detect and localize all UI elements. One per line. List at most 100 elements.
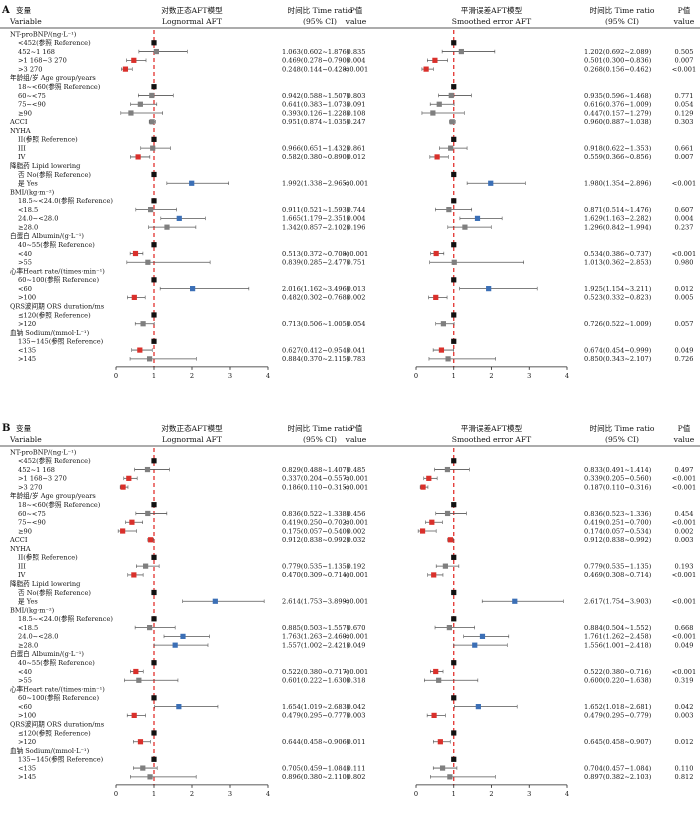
estimate-point [143,563,149,569]
row-label: 是 Yes [18,598,38,606]
p-value: <0.001 [344,571,368,579]
row-label: ≤120(参照 Reference) [18,310,91,319]
reference-point [451,660,457,666]
estimate-point [447,537,454,543]
row-label: 452~1 168 [18,48,55,56]
time-ratio-value: 0.918(0.622~1.353) [584,144,652,152]
row-label: 135~145(参照 Reference) [18,337,104,346]
time-ratio-value: 1.013(0.362~2.853) [584,259,652,267]
p-value: 0.670 [347,624,366,632]
col-header-model-en: Smoothed error AFT [452,17,531,26]
row-label: >55 [18,677,32,685]
estimate-point [131,57,137,63]
p-value: 0.041 [347,346,366,354]
row-label: 18~<60(参照 Reference) [18,500,101,509]
row-label: II(参照 Reference) [18,553,78,562]
time-ratio-value: 0.951(0.874~1.035) [282,118,350,126]
reference-point [451,277,457,283]
reference-point [451,554,457,560]
reference-point [151,589,157,596]
estimate-point [148,207,154,213]
row-label: 18~<60(参照 Reference) [18,82,101,91]
row-label: >100 [18,294,36,302]
time-ratio-value: 0.419(0.251~0.700) [584,519,652,527]
estimate-point [135,154,141,160]
p-value: 0.054 [347,320,366,328]
p-value: <0.001 [672,65,696,73]
estimate-point [189,180,195,186]
reference-point [151,136,157,142]
estimate-point [148,537,154,543]
time-ratio-value: 0.522(0.380~0.716) [584,668,652,676]
p-value: <0.001 [344,668,368,676]
p-value: 0.980 [675,259,694,267]
estimate-point [120,528,126,534]
p-value: 0.004 [347,57,366,65]
time-ratio-value: 0.644(0.458~0.906) [282,738,350,746]
estimate-point [446,625,452,631]
estimate-point [436,677,442,683]
p-value: <0.001 [672,180,696,188]
p-value: 0.454 [675,510,694,518]
estimate-point [472,642,478,648]
time-ratio-value: 0.469(0.278~0.790) [282,57,350,65]
estimate-point [423,66,429,72]
time-ratio-value: 1.763(1.263~2.460) [282,633,350,641]
estimate-point [486,286,492,292]
row-label: 40~55(参照 Reference) [18,658,95,667]
row-label: <135 [18,764,36,772]
estimate-point [122,66,129,72]
col-header-ci: (95% CI) [303,17,337,26]
p-value: 0.012 [675,285,694,293]
reference-point [451,616,457,622]
row-label: 是 Yes [18,180,38,188]
reference-point [451,312,457,318]
p-value: 0.861 [347,144,366,152]
col-header-model-en: Lognormal AFT [162,17,222,26]
row-label: >1 168~3 270 [18,57,67,65]
row-label: ≥90 [18,527,32,535]
reference-point [151,338,157,344]
p-value: 0.744 [347,206,366,214]
time-ratio-value: 0.419(0.250~0.702) [282,519,350,527]
time-ratio-value: 1.629(1.163~2.282) [584,215,652,223]
reference-point [151,756,157,762]
estimate-point [446,207,452,213]
time-ratio-value: 0.885(0.503~1.557) [282,624,350,632]
col-header-ci: (95% CI) [303,435,337,444]
row-label: 24.0~<28.0 [18,633,58,641]
group-label: NYHA [10,127,31,135]
p-value: 0.835 [347,48,366,56]
reference-point [151,242,157,248]
row-label: >3 270 [18,65,42,73]
group-label: 血钠 Sodium/(mmol·L⁻¹) [10,746,90,755]
estimate-point [442,563,449,569]
row-label: 否 No(参照 Reference) [18,170,91,179]
time-ratio-value: 0.726(0.522~1.009) [584,320,652,328]
group-label: QRS波间期 ORS duration/ms [10,301,105,310]
group-label: 年龄组/岁 Age group/years [10,73,96,82]
time-ratio-value: 2.016(1.162~3.496) [282,285,350,293]
time-ratio-value: 0.836(0.522~1.338) [282,510,350,518]
col-header-variable-en: Variable [9,17,42,26]
p-value: 0.049 [675,346,694,354]
time-ratio-value: 0.884(0.370~2.115) [282,355,350,363]
estimate-point [420,484,426,490]
estimate-point [120,484,126,490]
time-ratio-value: 1.296(0.842~1.994) [584,223,652,231]
estimate-point [172,642,178,648]
estimate-point [144,466,151,473]
time-ratio-value: 0.960(0.887~1.038) [584,118,652,126]
p-value: 0.771 [675,92,694,100]
estimate-point [479,633,486,639]
p-value: 0.057 [675,320,694,328]
time-ratio-value: 0.897(0.382~2.103) [584,773,652,781]
row-label: 60~<75 [18,92,46,100]
row-label: ≥28.0 [18,641,38,649]
reference-point [451,171,457,178]
reference-point [451,136,457,142]
x-tick-label: 4 [565,790,569,798]
p-value: 0.110 [675,764,694,772]
p-value: 0.042 [675,703,694,711]
group-label: 降脂药 Lipid lowering [10,161,81,170]
